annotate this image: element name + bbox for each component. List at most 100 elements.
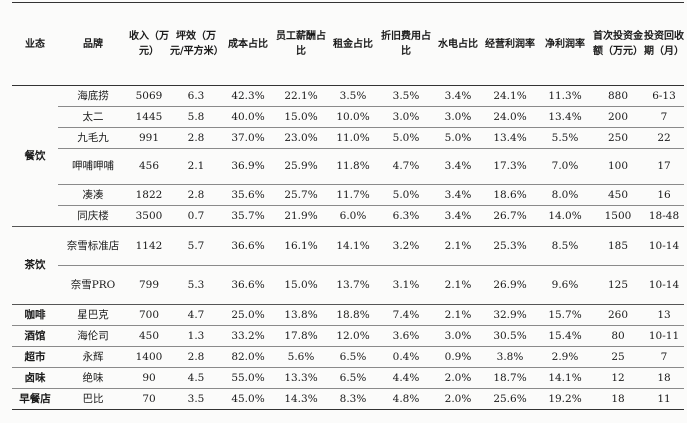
op-margin-cell: 3.8%	[482, 346, 538, 368]
header-payback: 投资回收期（月）	[644, 2, 684, 86]
rent-cell: 6.0%	[328, 205, 378, 227]
brand-cell: 星巴克	[58, 304, 128, 326]
brand-cell: 呷哺呷哺	[58, 148, 128, 185]
efficiency-cell: 1.3	[170, 325, 222, 347]
revenue-cell: 90	[128, 367, 170, 389]
payback-cell: 7	[644, 106, 684, 128]
utilities-cell: 3.4%	[434, 85, 482, 107]
op-margin-cell: 13.4%	[482, 127, 538, 149]
cost-cell: 36.9%	[222, 148, 274, 185]
labor-cell: 17.8%	[274, 325, 328, 347]
revenue-cell: 799	[128, 265, 170, 305]
op-margin-cell: 25.6%	[482, 388, 538, 410]
payback-cell: 18-48	[644, 205, 684, 227]
investment-cell: 1500	[592, 205, 644, 227]
investment-cell: 125	[592, 265, 644, 305]
header-efficiency: 坪效（万元/平方米）	[170, 2, 222, 86]
net-margin-cell: 14.1%	[538, 367, 592, 389]
depreciation-cell: 3.5%	[378, 85, 434, 107]
header-investment: 首次投资金额（万元）	[592, 2, 644, 86]
depreciation-cell: 3.6%	[378, 325, 434, 347]
investment-cell: 450	[592, 184, 644, 206]
header-utilities: 水电占比	[434, 2, 482, 86]
labor-cell: 25.9%	[274, 148, 328, 185]
utilities-cell: 3.4%	[434, 205, 482, 227]
cost-cell: 35.7%	[222, 205, 274, 227]
labor-cell: 13.3%	[274, 367, 328, 389]
labor-cell: 5.6%	[274, 346, 328, 368]
rent-cell: 6.5%	[328, 367, 378, 389]
depreciation-cell: 6.3%	[378, 205, 434, 227]
net-margin-cell: 15.7%	[538, 304, 592, 326]
brand-cell: 奈雪PRO	[58, 265, 128, 305]
payback-cell: 16	[644, 184, 684, 206]
brand-cell: 绝味	[58, 367, 128, 389]
utilities-cell: 2.0%	[434, 388, 482, 410]
table-row: 超市 永辉 1400 2.8 82.0% 5.6% 6.5% 0.4% 0.9%…	[12, 346, 684, 368]
segment-label: 超市	[12, 346, 58, 368]
cost-cell: 36.6%	[222, 226, 274, 266]
investment-cell: 100	[592, 148, 644, 185]
header-depreciation: 折旧费用占比	[378, 2, 434, 86]
brand-cell: 九毛九	[58, 127, 128, 149]
rent-cell: 11.8%	[328, 148, 378, 185]
investment-cell: 25	[592, 346, 644, 368]
net-margin-cell: 2.9%	[538, 346, 592, 368]
table-row: 咖啡 星巴克 700 4.7 25.0% 13.8% 18.8% 7.4% 2.…	[12, 304, 684, 326]
labor-cell: 23.0%	[274, 127, 328, 149]
investment-cell: 200	[592, 106, 644, 128]
cost-cell: 40.0%	[222, 106, 274, 128]
cost-cell: 36.6%	[222, 265, 274, 305]
rent-cell: 11.0%	[328, 127, 378, 149]
revenue-cell: 991	[128, 127, 170, 149]
table-row: 九毛九 991 2.8 37.0% 23.0% 11.0% 5.0% 5.0% …	[12, 127, 684, 149]
payback-cell: 17	[644, 148, 684, 185]
cost-cell: 42.3%	[222, 85, 274, 107]
table-row: 酒馆 海伦司 450 1.3 33.2% 17.8% 12.0% 3.6% 3.…	[12, 325, 684, 347]
header-rent: 租金占比	[328, 2, 378, 86]
net-margin-cell: 8.5%	[538, 226, 592, 266]
depreciation-cell: 3.0%	[378, 106, 434, 128]
labor-cell: 15.0%	[274, 265, 328, 305]
net-margin-cell: 5.5%	[538, 127, 592, 149]
payback-cell: 10-14	[644, 265, 684, 305]
efficiency-cell: 4.7	[170, 304, 222, 326]
utilities-cell: 2.1%	[434, 265, 482, 305]
op-margin-cell: 24.1%	[482, 85, 538, 107]
efficiency-cell: 2.1	[170, 148, 222, 185]
header-segment: 业态	[12, 2, 58, 86]
revenue-cell: 1400	[128, 346, 170, 368]
brand-cell: 同庆楼	[58, 205, 128, 227]
net-margin-cell: 9.6%	[538, 265, 592, 305]
rent-cell: 14.1%	[328, 226, 378, 266]
op-margin-cell: 17.3%	[482, 148, 538, 185]
rent-cell: 8.3%	[328, 388, 378, 410]
segment-label: 酒馆	[12, 325, 58, 347]
investment-cell: 880	[592, 85, 644, 107]
efficiency-cell: 0.7	[170, 205, 222, 227]
labor-cell: 15.0%	[274, 106, 328, 128]
depreciation-cell: 5.0%	[378, 184, 434, 206]
op-margin-cell: 24.0%	[482, 106, 538, 128]
investment-cell: 250	[592, 127, 644, 149]
segment-label: 卤味	[12, 367, 58, 389]
net-margin-cell: 19.2%	[538, 388, 592, 410]
labor-cell: 25.7%	[274, 184, 328, 206]
net-margin-cell: 15.4%	[538, 325, 592, 347]
utilities-cell: 2.0%	[434, 367, 482, 389]
header-row: 业态 品牌 收入（万元） 坪效（万元/平方米） 成本占比 员工薪酬占比 租金占比…	[12, 2, 684, 86]
table-row: 早餐店 巴比 70 3.5 45.0% 14.3% 8.3% 4.8% 2.0%…	[12, 388, 684, 410]
revenue-cell: 70	[128, 388, 170, 410]
table-row: 卤味 绝味 90 4.5 55.0% 13.3% 6.5% 4.4% 2.0% …	[12, 367, 684, 389]
depreciation-cell: 7.4%	[378, 304, 434, 326]
labor-cell: 21.9%	[274, 205, 328, 227]
depreciation-cell: 3.2%	[378, 226, 434, 266]
utilities-cell: 3.0%	[434, 325, 482, 347]
op-margin-cell: 18.7%	[482, 367, 538, 389]
brand-cell: 海伦司	[58, 325, 128, 347]
utilities-cell: 5.0%	[434, 127, 482, 149]
payback-cell: 10-14	[644, 226, 684, 266]
payback-cell: 10-11	[644, 325, 684, 347]
header-brand: 品牌	[58, 2, 128, 86]
efficiency-cell: 4.5	[170, 367, 222, 389]
